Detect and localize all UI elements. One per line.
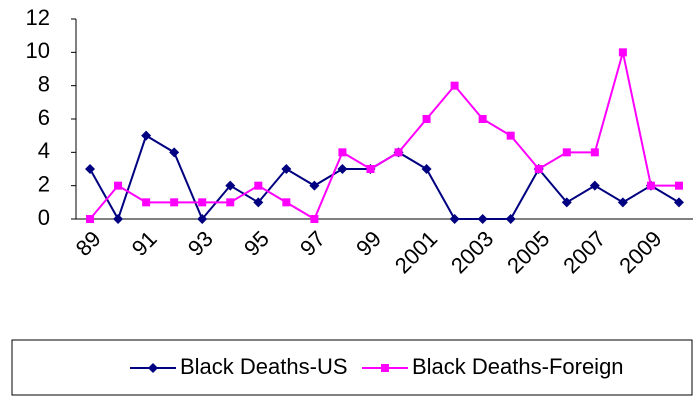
y-tick-label: 8 <box>38 71 50 96</box>
data-point <box>561 197 572 208</box>
data-point <box>310 215 319 223</box>
data-point <box>618 48 627 57</box>
data-point <box>366 165 375 173</box>
data-point <box>589 180 600 191</box>
legend-box <box>11 339 693 396</box>
y-tick-label: 0 <box>38 205 50 230</box>
x-tick-label: 91 <box>127 226 162 261</box>
data-point <box>422 115 431 123</box>
data-point <box>478 115 487 123</box>
data-point <box>309 180 320 191</box>
x-tick-label: 2005 <box>502 226 554 278</box>
data-point <box>253 197 264 208</box>
data-point <box>85 164 96 174</box>
x-tick-label: 2001 <box>390 226 442 278</box>
data-point <box>449 214 460 224</box>
x-tick-label: 2003 <box>446 226 498 278</box>
data-point <box>170 198 179 207</box>
data-point <box>673 197 684 208</box>
data-point <box>86 215 95 223</box>
data-point <box>646 181 655 190</box>
series-line <box>89 134 680 222</box>
data-point <box>590 148 599 157</box>
x-tick-label: 2009 <box>614 226 666 278</box>
data-point <box>505 214 516 224</box>
data-point <box>617 197 628 208</box>
data-point <box>226 198 235 207</box>
x-tick-label: 89 <box>71 226 106 261</box>
data-point <box>281 164 292 174</box>
data-point <box>198 198 207 207</box>
x-tick-label: 2007 <box>558 226 610 278</box>
legend-marker <box>148 363 158 373</box>
data-point <box>114 181 123 190</box>
data-point <box>197 214 208 224</box>
data-point <box>674 181 683 190</box>
data-point <box>477 214 488 224</box>
y-tick-label: 2 <box>38 171 50 196</box>
data-point <box>142 198 151 207</box>
data-point <box>141 130 152 141</box>
y-tick-label: 12 <box>26 5 50 30</box>
legend-label: Black Deaths-Foreign <box>412 354 624 379</box>
legend-label: Black Deaths-US <box>180 354 348 379</box>
x-tick-label: 99 <box>351 226 386 261</box>
data-point <box>113 214 124 224</box>
series-line <box>89 52 679 221</box>
data-point <box>338 148 347 157</box>
data-point <box>394 148 403 157</box>
data-point <box>421 164 432 174</box>
y-tick-label: 10 <box>26 38 50 63</box>
x-tick-label: 95 <box>239 226 274 261</box>
data-point <box>562 148 571 157</box>
y-tick-label: 4 <box>38 138 50 163</box>
data-point <box>450 81 459 90</box>
data-point <box>506 131 515 140</box>
legend-marker <box>381 364 389 372</box>
x-tick-label: 97 <box>295 226 330 261</box>
data-point <box>282 198 291 207</box>
data-point <box>534 165 543 173</box>
x-tick-label: 93 <box>183 226 218 261</box>
data-point <box>169 147 180 158</box>
data-point <box>254 181 263 190</box>
y-tick-label: 6 <box>38 105 50 130</box>
data-point <box>225 180 236 191</box>
data-point <box>337 164 348 174</box>
